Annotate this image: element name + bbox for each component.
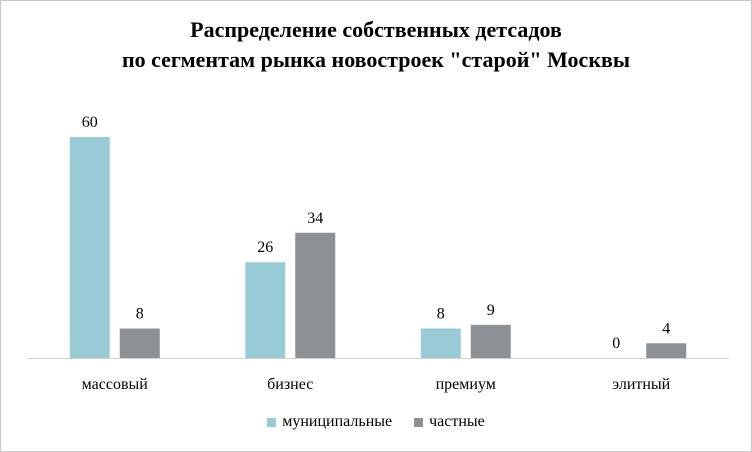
chart-title-line1: Распределение собственных детсадов (190, 17, 562, 42)
bar (245, 262, 286, 358)
legend: муниципальные частные (1, 413, 751, 431)
legend-label-private: частные (429, 413, 485, 430)
chart-title-line2: по сегментам рынка новостроек "старой" М… (121, 47, 631, 72)
bar (470, 324, 511, 358)
data-label: 8 (437, 306, 445, 323)
legend-label-municipal: муниципальные (282, 413, 393, 430)
legend-swatch-municipal (267, 417, 277, 427)
category-label: массовый (82, 376, 149, 393)
data-label: 8 (136, 306, 144, 323)
bar (420, 328, 461, 358)
data-label: 9 (487, 302, 495, 319)
data-label: 34 (307, 210, 323, 227)
category-label: премиум (436, 376, 496, 393)
bar (646, 343, 687, 358)
data-label: 0 (612, 335, 620, 352)
legend-item-private: частные (414, 413, 485, 431)
legend-item-municipal: муниципальные (267, 413, 392, 431)
category-label: элитный (612, 376, 670, 393)
bar (295, 232, 336, 358)
data-label: 60 (82, 114, 98, 131)
data-label: 26 (257, 239, 273, 256)
chart-title: Распределение собственных детсадов по се… (1, 15, 751, 75)
legend-swatch-private (414, 417, 424, 427)
bar (69, 137, 110, 358)
data-label: 4 (662, 320, 670, 337)
category-label: бизнес (267, 376, 313, 393)
bar (119, 328, 160, 358)
